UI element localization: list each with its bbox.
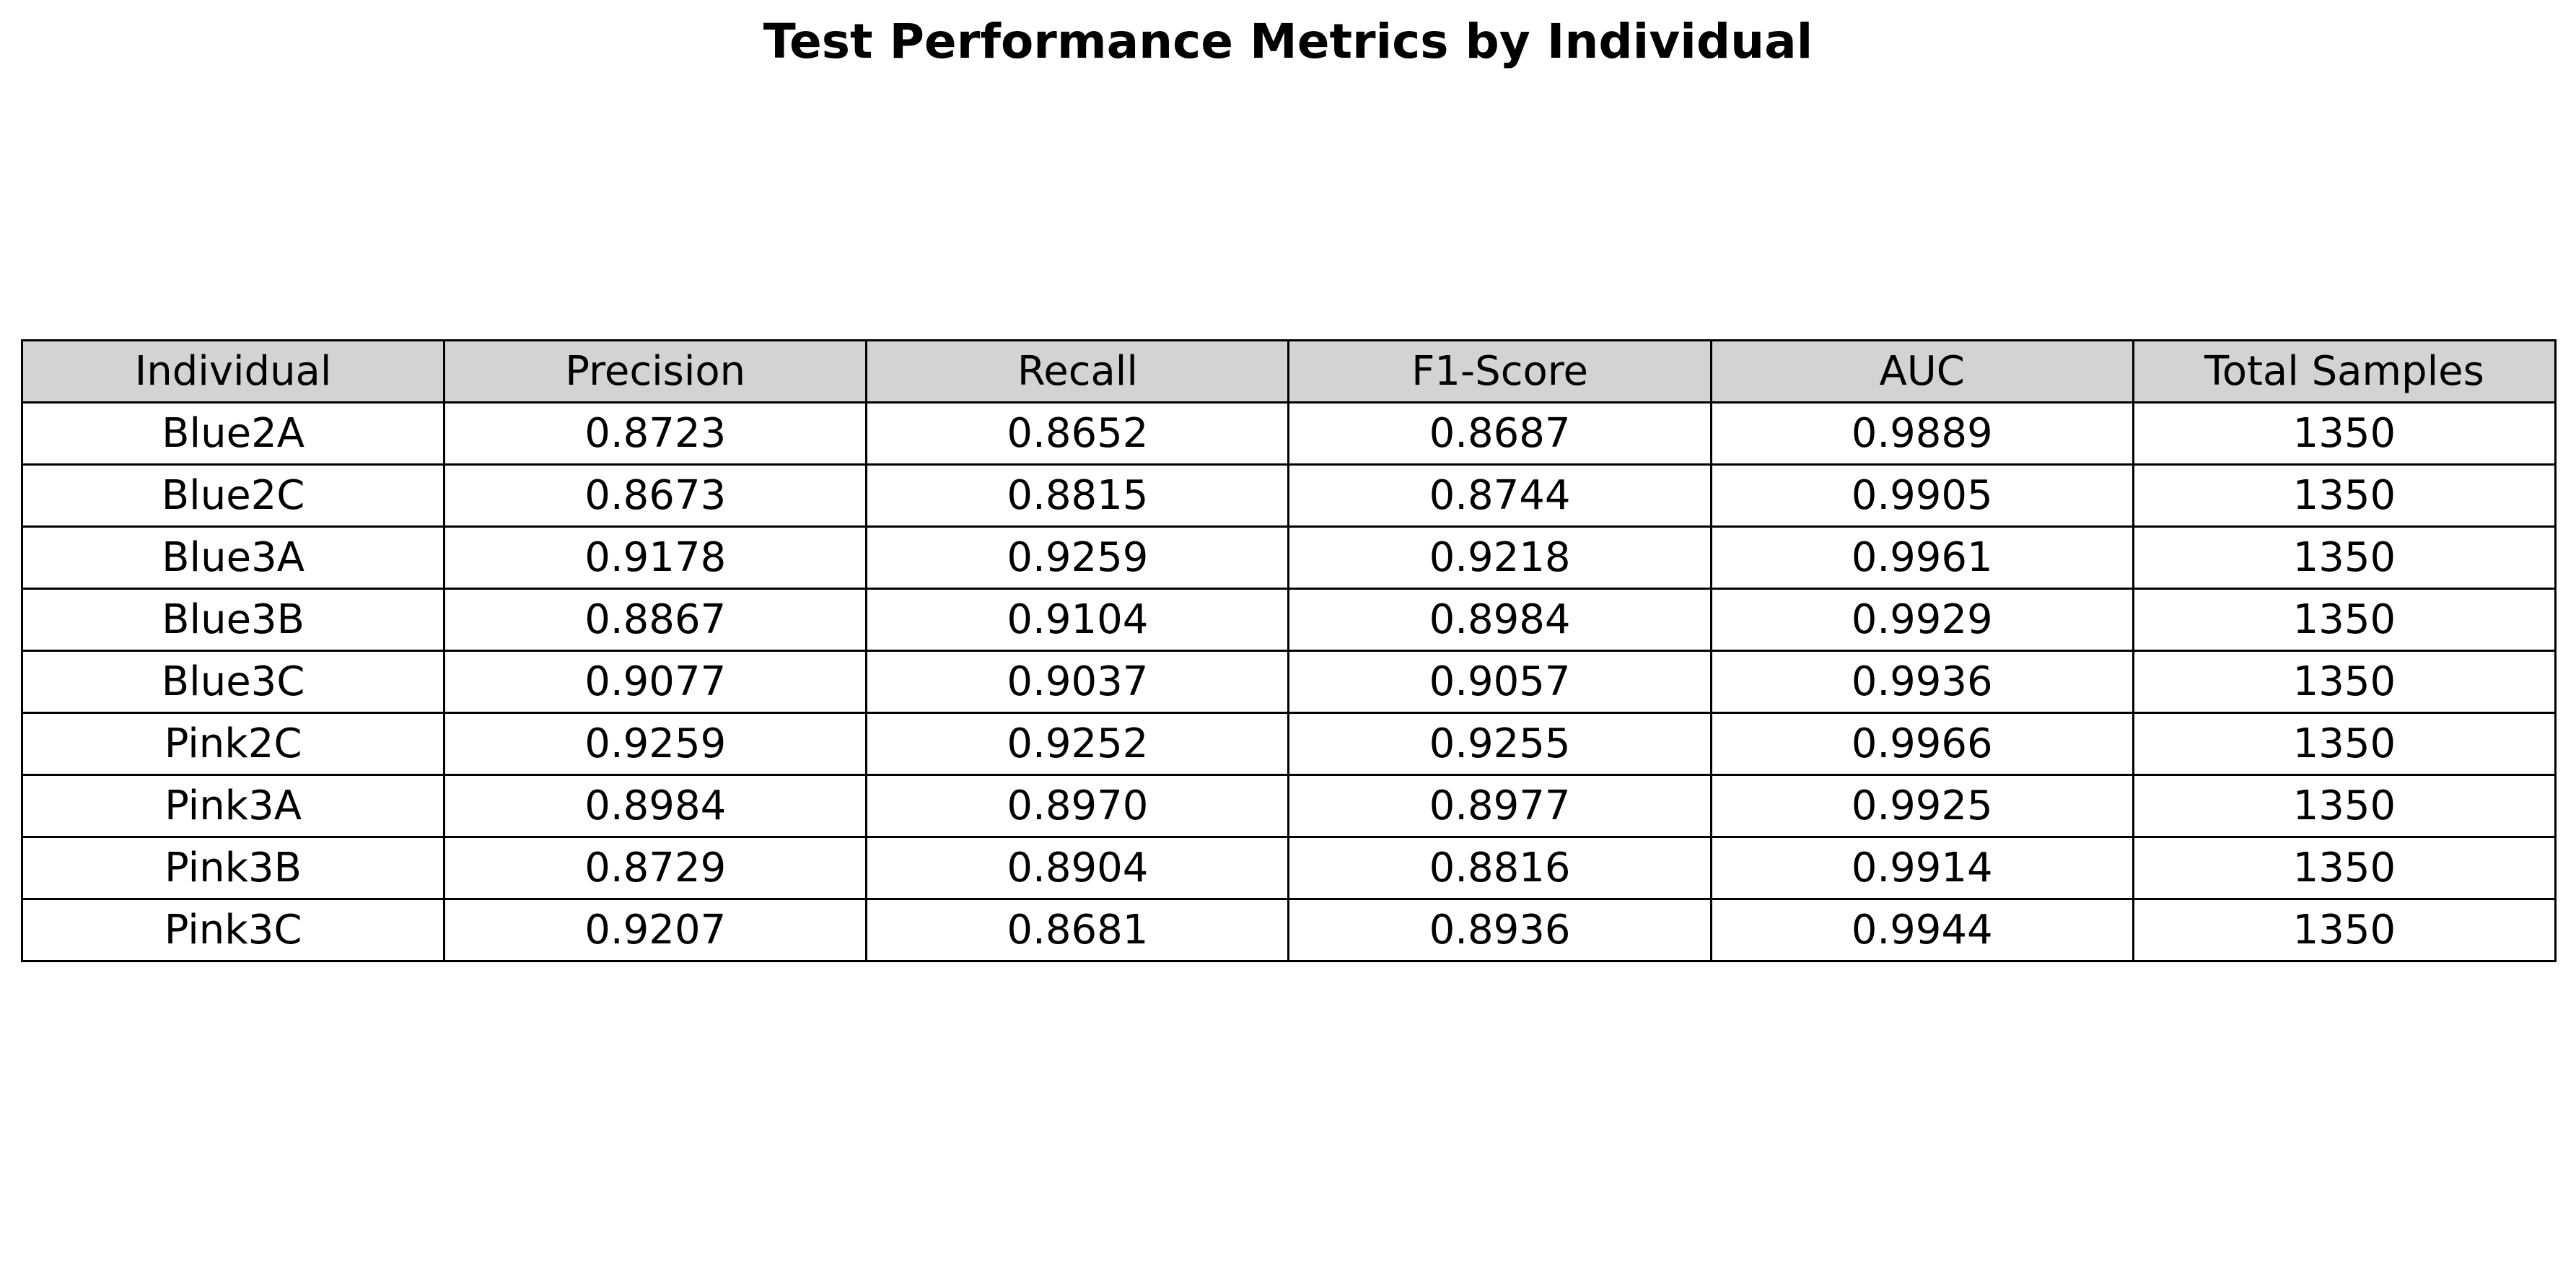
table-cell: 0.8652 (865, 401, 1290, 466)
table-row: Pink3C 0.9207 0.8681 0.8936 0.9944 1350 (20, 898, 2557, 962)
row-label-cell: Pink2C (20, 712, 446, 776)
row-label-cell: Blue3B (20, 588, 446, 652)
row-label-cell: Blue3C (20, 650, 446, 714)
column-header: Total Samples (2132, 339, 2557, 403)
table-row: Blue3C 0.9077 0.9037 0.9057 0.9936 1350 (20, 650, 2557, 714)
table-cell: 0.8977 (1287, 774, 1712, 838)
table-cell: 1350 (2132, 650, 2557, 714)
row-label-cell: Blue2C (20, 463, 446, 528)
table-cell: 0.9936 (1709, 650, 2134, 714)
table-cell: 0.8904 (865, 836, 1290, 900)
table-cell: 0.9961 (1709, 525, 2134, 590)
table-header-row: Individual Precision Recall F1-Score AUC Tota… (20, 339, 2557, 403)
row-label-cell: Pink3C (20, 898, 446, 962)
table-cell: 1350 (2132, 588, 2557, 652)
table-cell: 1350 (2132, 836, 2557, 900)
table-cell: 0.9255 (1287, 712, 1712, 776)
table-cell: 0.9259 (443, 712, 868, 776)
row-label-cell: Pink3A (20, 774, 446, 838)
table-cell: 0.9966 (1709, 712, 2134, 776)
table-cell: 0.8936 (1287, 898, 1712, 962)
row-label-cell: Blue3A (20, 525, 446, 590)
table-cell: 0.8970 (865, 774, 1290, 838)
table-cell: 0.8816 (1287, 836, 1712, 900)
table-cell: 1350 (2132, 525, 2557, 590)
table-cell: 0.8723 (443, 401, 868, 466)
table-row: Blue2C 0.8673 0.8815 0.8744 0.9905 1350 (20, 463, 2557, 528)
table-cell: 0.9889 (1709, 401, 2134, 466)
table-cell: 0.9057 (1287, 650, 1712, 714)
table-cell: 0.9178 (443, 525, 868, 590)
table-cell: 1350 (2132, 774, 2557, 838)
table-cell: 0.8744 (1287, 463, 1712, 528)
table-cell: 0.9218 (1287, 525, 1712, 590)
table-body: Blue2A 0.8723 0.8652 0.8687 0.9889 1350 Blue2C… (20, 401, 2557, 962)
table-cell: 0.8673 (443, 463, 868, 528)
table-cell: 0.9259 (865, 525, 1290, 590)
column-header: F1-Score (1287, 339, 1712, 403)
table-row: Blue3B 0.8867 0.9104 0.8984 0.9929 1350 (20, 588, 2557, 652)
table-cell: 1350 (2132, 712, 2557, 776)
table-cell: 0.9925 (1709, 774, 2134, 838)
table-cell: 1350 (2132, 898, 2557, 962)
table-row: Blue2A 0.8723 0.8652 0.8687 0.9889 1350 (20, 401, 2557, 466)
table-cell: 0.8984 (1287, 588, 1712, 652)
column-header: Recall (865, 339, 1290, 403)
table-cell: 0.9077 (443, 650, 868, 714)
table-cell: 0.9929 (1709, 588, 2134, 652)
table-cell: 0.9207 (443, 898, 868, 962)
table-cell: 0.9104 (865, 588, 1290, 652)
table-row: Pink3A 0.8984 0.8970 0.8977 0.9925 1350 (20, 774, 2557, 838)
table-row: Blue3A 0.9178 0.9259 0.9218 0.9961 1350 (20, 525, 2557, 590)
table-cell: 0.9037 (865, 650, 1290, 714)
column-header: Individual (20, 339, 446, 403)
table-cell: 0.8681 (865, 898, 1290, 962)
table-row: Pink2C 0.9259 0.9252 0.9255 0.9966 1350 (20, 712, 2557, 776)
table-row: Pink3B 0.8729 0.8904 0.8816 0.9914 1350 (20, 836, 2557, 900)
table-cell: 0.8867 (443, 588, 868, 652)
table-cell: 0.8984 (443, 774, 868, 838)
table-cell: 0.8729 (443, 836, 868, 900)
metrics-table: Individual Precision Recall F1-Score AUC Tota… (20, 339, 2557, 962)
table-cell: 0.8687 (1287, 401, 1712, 466)
table-cell: 0.9252 (865, 712, 1290, 776)
table-cell: 0.9944 (1709, 898, 2134, 962)
row-label-cell: Pink3B (20, 836, 446, 900)
column-header: AUC (1709, 339, 2134, 403)
row-label-cell: Blue2A (20, 401, 446, 466)
table-cell: 0.9914 (1709, 836, 2134, 900)
table-cell: 1350 (2132, 401, 2557, 466)
column-header: Precision (443, 339, 868, 403)
table-cell: 0.8815 (865, 463, 1290, 528)
table-cell: 0.9905 (1709, 463, 2134, 528)
chart-title: Test Performance Metrics by Individual (763, 14, 1813, 69)
table-cell: 1350 (2132, 463, 2557, 528)
